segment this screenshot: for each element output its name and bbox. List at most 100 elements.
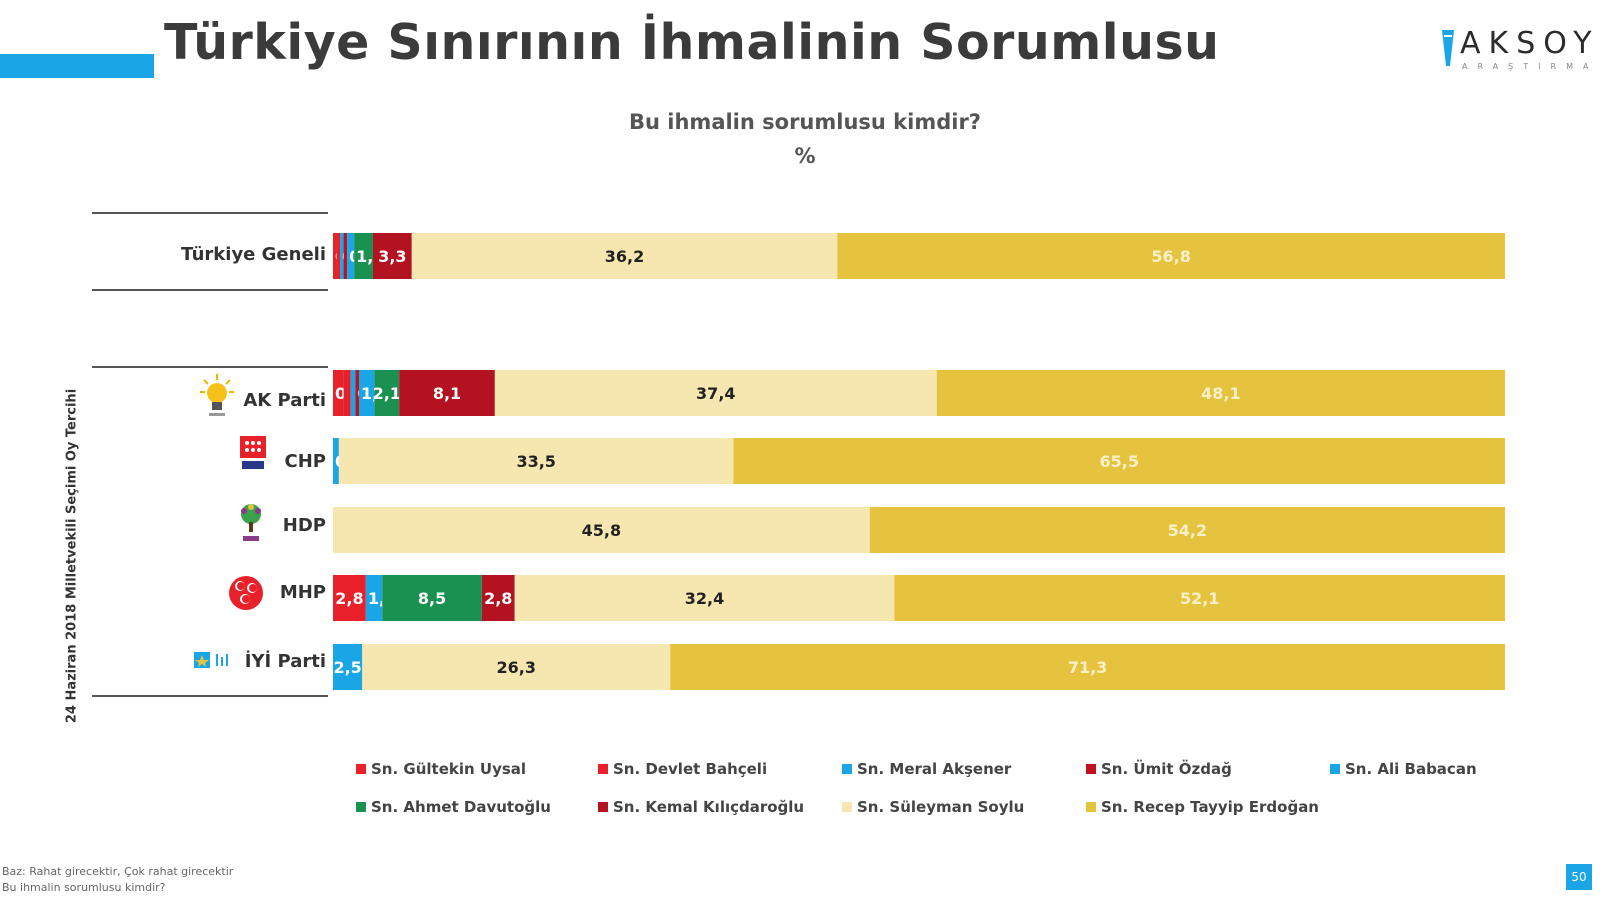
bar-segment — [362, 644, 671, 690]
bar-segment — [514, 575, 895, 621]
category-label: CHP — [284, 451, 326, 472]
bar-segment — [837, 233, 1505, 279]
legend-item: Sn. Recep Tayyip Erdoğan — [1086, 798, 1319, 816]
data-label: 45,8 — [582, 521, 621, 540]
bar-segment — [894, 575, 1505, 621]
data-label: 52,1 — [1180, 589, 1219, 608]
category-labels: Türkiye Geneli AK Parti CHP HDP MHP İYİ … — [0, 0, 326, 900]
legend-label: Sn. Meral Akşener — [857, 760, 1012, 778]
bar-segment — [494, 370, 937, 416]
legend-swatch — [1086, 802, 1096, 812]
data-label: 8,5 — [418, 589, 446, 608]
legend-item: Sn. Ahmet Davutoğlu — [356, 798, 551, 816]
bar-segment — [372, 233, 412, 279]
divider-total-bottom — [92, 289, 328, 291]
divider-parties-top — [92, 366, 328, 368]
legend-swatch — [842, 802, 852, 812]
bar-segment — [374, 370, 400, 416]
bar-segment — [347, 233, 355, 279]
legend-label: Sn. Devlet Bahçeli — [613, 760, 768, 778]
ak-parti-bulb-icon — [200, 374, 234, 416]
bar-segment — [358, 370, 375, 416]
bar-segment — [343, 370, 351, 416]
legend-item: Sn. Ümit Özdağ — [1086, 760, 1232, 778]
legend-item: Sn. Gültekin Uysal — [356, 760, 526, 778]
chart-title: Bu ihmalin sorumlusu kimdir? — [629, 110, 981, 134]
footnote: Baz: Rahat girecektir, Çok rahat girecek… — [2, 864, 233, 896]
bar-segment — [365, 575, 383, 621]
bar-segment — [382, 575, 482, 621]
legend-swatch — [356, 802, 366, 812]
category-label: Türkiye Geneli — [181, 244, 326, 265]
bar-segment — [340, 233, 344, 279]
page-title: Türkiye Sınırının İhmalinin Sorumlusu — [164, 14, 1220, 71]
data-label: 56,8 — [1151, 247, 1190, 266]
bar-segment — [869, 507, 1505, 553]
logo-mark-icon — [1442, 30, 1454, 66]
iyi-parti-logo-icon — [194, 652, 228, 668]
divider-parties-bottom — [92, 695, 328, 697]
aksoy-logo: AKSOY ARAŞTIRMA — [1438, 26, 1598, 74]
bar-segment — [333, 370, 344, 416]
chart-unit: % — [794, 144, 816, 168]
legend-item: Sn. Ali Babacan — [1330, 760, 1477, 778]
legend-item: Sn. Kemal Kılıçdaroğlu — [598, 798, 804, 816]
data-label: 33,5 — [516, 452, 555, 471]
legend-label: Sn. Ümit Özdağ — [1101, 760, 1232, 778]
legend-item: Sn. Meral Akşener — [842, 760, 1011, 778]
data-label: 26,3 — [496, 658, 535, 677]
bar-segment — [333, 575, 366, 621]
hdp-tree-icon — [241, 504, 261, 541]
logo-text: AKSOY — [1460, 26, 1600, 61]
legend-swatch — [598, 802, 608, 812]
bar-segment — [354, 233, 373, 279]
chp-logo-icon — [240, 436, 266, 469]
bar-segment — [670, 644, 1505, 690]
legend-swatch — [842, 764, 852, 774]
bar-segment — [333, 644, 363, 690]
legend-swatch — [598, 764, 608, 774]
bar-segment — [411, 233, 838, 279]
bar-segment — [355, 370, 359, 416]
data-label: 71,3 — [1068, 658, 1107, 677]
bar-segment — [936, 370, 1505, 416]
data-label: 2,5 — [333, 658, 361, 677]
data-label: 65,5 — [1099, 452, 1138, 471]
bar-segment — [336, 233, 341, 279]
bar-segment — [338, 438, 734, 484]
data-label: 2,8 — [484, 589, 512, 608]
bar-segment — [481, 575, 515, 621]
data-label: 2,8 — [335, 589, 363, 608]
legend-swatch — [1086, 764, 1096, 774]
bar-segment — [333, 507, 870, 553]
bar-segment — [333, 438, 339, 484]
logo-subtext: ARAŞTIRMA — [1462, 62, 1599, 71]
legend-label: Sn. Ali Babacan — [1345, 760, 1477, 778]
category-label: AK Parti — [243, 390, 326, 411]
data-label: 36,2 — [605, 247, 644, 266]
data-label: 32,4 — [685, 589, 724, 608]
bar-segment — [343, 233, 348, 279]
legend-swatch — [356, 764, 366, 774]
category-label: İYİ Parti — [244, 651, 326, 672]
data-label: 2,1 — [373, 384, 401, 403]
title-accent-bar — [0, 54, 154, 78]
legend-swatch — [1330, 764, 1340, 774]
legend-item: Sn. Süleyman Soylu — [842, 798, 1024, 816]
mhp-crescents-icon — [229, 576, 263, 610]
page-number: 50 — [1566, 864, 1592, 890]
data-label: 3,3 — [378, 247, 406, 266]
legend-item: Sn. Devlet Bahçeli — [598, 760, 767, 778]
legend-label: Sn. Recep Tayyip Erdoğan — [1101, 798, 1319, 816]
bar-segment — [333, 233, 337, 279]
legend-label: Sn. Süleyman Soylu — [857, 798, 1025, 816]
legend-label: Sn. Gültekin Uysal — [371, 760, 527, 778]
data-label: 48,1 — [1201, 384, 1240, 403]
footnote-question: Bu ihmalin sorumlusu kimdir? — [2, 881, 166, 894]
footnote-base: Baz: Rahat girecektir, Çok rahat girecek… — [2, 865, 234, 878]
data-label: 54,2 — [1168, 521, 1207, 540]
category-label: HDP — [282, 515, 326, 536]
legend-label: Sn. Ahmet Davutoğlu — [371, 798, 551, 816]
data-label: 37,4 — [696, 384, 735, 403]
